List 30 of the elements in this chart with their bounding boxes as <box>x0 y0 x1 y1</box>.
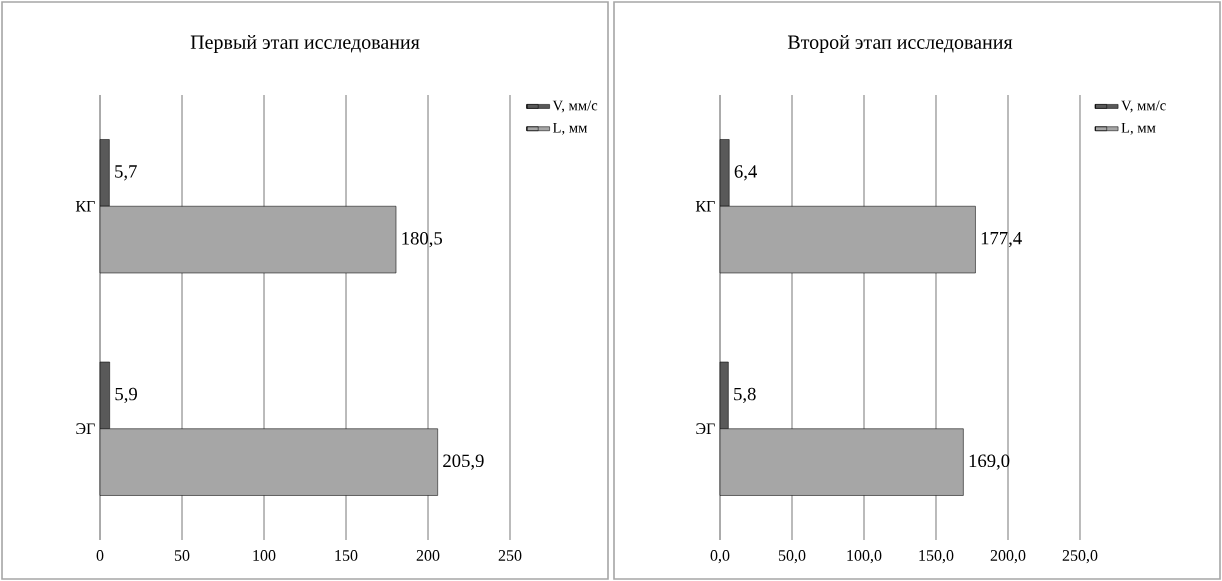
x-tick-label: 50 <box>174 550 190 561</box>
x-tick-label: 250 <box>498 550 522 561</box>
x-tick-label: 200 <box>416 550 440 561</box>
x-tick-label: 0,0 <box>710 550 730 564</box>
data-label: 5,8 <box>734 387 756 403</box>
data-label: 5,7 <box>115 165 137 181</box>
legend-label: L, мм <box>552 122 588 135</box>
legend-label: V, мм/с <box>1121 100 1166 113</box>
data-label: 177,4 <box>981 232 1022 248</box>
legend-label: L, мм <box>1121 122 1156 135</box>
data-label: 169,0 <box>969 454 1010 470</box>
x-tick-label: 50,0 <box>778 550 806 564</box>
data-label: 180,5 <box>402 231 443 248</box>
data-label: 205,9 <box>443 454 484 470</box>
x-tick-label: 0 <box>96 550 104 561</box>
data-label: 6,4 <box>734 165 757 181</box>
x-tick-label: 200,0 <box>990 550 1026 564</box>
x-tick-label: 150 <box>335 550 358 561</box>
x-tick-label: 250,0 <box>1062 550 1098 564</box>
y-tick-label: ЭГ <box>696 423 715 435</box>
y-tick-label: КГ <box>75 201 95 212</box>
legend-label: V, мм/с <box>552 100 598 113</box>
x-tick-label: 100 <box>253 550 276 561</box>
data-label: 5,9 <box>115 387 137 403</box>
chart-title: Первый этап исследования <box>190 35 420 53</box>
y-tick-label: КГ <box>695 201 715 212</box>
chart-title: Второй этап исследования <box>787 35 1013 53</box>
y-tick-label: ЭГ <box>76 423 95 435</box>
x-tick-label: 150,0 <box>919 550 954 564</box>
x-tick-label: 100,0 <box>847 550 882 564</box>
